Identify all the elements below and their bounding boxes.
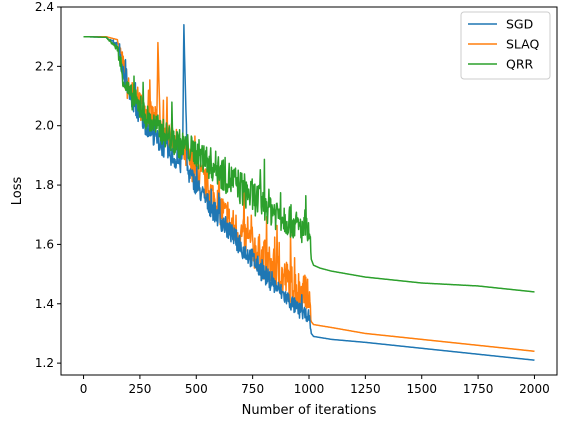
y-axis-ticks: 1.2 1.4 1.6 1.8 2.0 2.2 2.4	[35, 0, 61, 370]
legend-label-sgd: SGD	[506, 17, 533, 32]
legend-label-qrr: QRR	[506, 57, 534, 72]
y-tick-label: 1.4	[35, 297, 54, 311]
legend: SGD SLAQ QRR	[460, 11, 551, 80]
y-tick-label: 2.0	[35, 119, 54, 133]
legend-box	[460, 11, 551, 80]
series-layer	[83, 24, 535, 361]
x-tick-label: 2000	[519, 382, 550, 396]
y-tick-label: 2.4	[35, 0, 54, 14]
legend-label-slaq: SLAQ	[506, 37, 540, 52]
x-axis-label: Number of iterations	[242, 403, 377, 418]
x-tick-label: 1750	[463, 382, 494, 396]
y-tick-label: 2.2	[35, 59, 54, 73]
series-line-slaq	[83, 35, 535, 353]
y-tick-label: 1.6	[35, 237, 54, 251]
x-tick-label: 1250	[350, 382, 381, 396]
x-tick-label: 0	[80, 382, 88, 396]
x-tick-label: 1000	[294, 382, 325, 396]
y-tick-label: 1.2	[35, 356, 54, 370]
x-tick-label: 1500	[406, 382, 437, 396]
y-axis-label: Loss	[10, 177, 25, 206]
series-line-qrr	[83, 35, 535, 293]
y-tick-label: 1.8	[35, 178, 54, 192]
x-axis-ticks: 0 250 500 750 1000 1250 1500 1750 2000	[80, 375, 550, 396]
x-tick-label: 750	[241, 382, 264, 396]
x-tick-label: 500	[185, 382, 208, 396]
x-tick-label: 250	[128, 382, 151, 396]
series-line-sgd	[83, 24, 535, 361]
